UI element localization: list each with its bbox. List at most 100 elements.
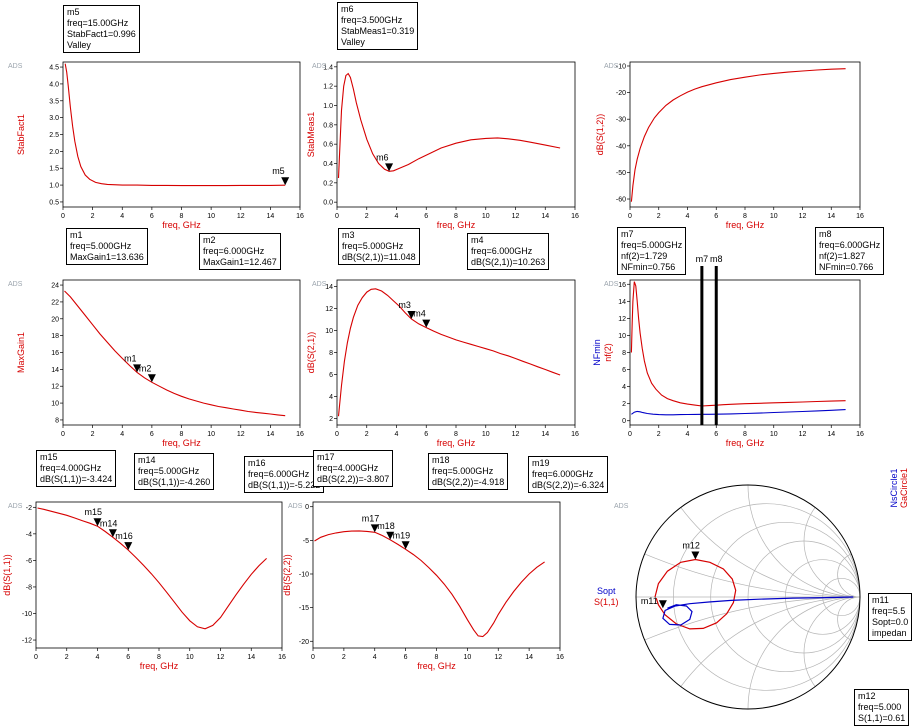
y-axis-title: StabFact1 xyxy=(16,114,26,155)
x-tick-label: 2 xyxy=(91,431,95,438)
marker-m6[interactable] xyxy=(385,163,394,172)
marker-readout-line: m7 xyxy=(621,229,634,239)
marker-m17[interactable] xyxy=(370,524,379,533)
x-tick-label: 0 xyxy=(61,213,65,220)
marker-readout-m6[interactable]: m6 freq=3.500GHz StabMeas1=0.319 Valley xyxy=(337,2,419,50)
y-axis-title: dB(S(1,2)) xyxy=(595,114,605,156)
marker-readout-line: m3 xyxy=(342,230,355,240)
x-tick-label: 8 xyxy=(180,431,184,438)
x-tick-label: 6 xyxy=(714,431,718,438)
ads-logo: ADS xyxy=(8,503,23,510)
marker-m18[interactable] xyxy=(386,531,395,540)
y-tick-label: 2.0 xyxy=(49,149,59,156)
y-tick-label: 1.2 xyxy=(323,84,333,91)
y-tick-label: 0.6 xyxy=(323,142,333,149)
y-tick-label: 18 xyxy=(51,333,59,340)
marker-readout-m4[interactable]: m4 freq=6.000GHz dB(S(2,1))=10.263 xyxy=(467,233,550,270)
marker-label-m4: m4 xyxy=(413,309,426,319)
y-axis-title: nf(2) xyxy=(603,343,613,362)
marker-readout-m14[interactable]: m14 freq=5.000GHz dB(S(1,1))=-4.260 xyxy=(134,453,215,490)
marker-m1[interactable] xyxy=(133,364,142,373)
chart-stabfact1: 0 2 4 6 8 10 12 14 16 0.5 1.0 1.5 2.0 2.5 3.0 3.5 4.0 4.5… xyxy=(8,61,304,230)
y-tick-label: 10 xyxy=(325,328,333,335)
marker-readout-m16[interactable]: m16 freq=6.000GHz dB(S(1,1))=-5.222 xyxy=(244,456,325,493)
marker-readout-line: nf(2)=1.729 xyxy=(621,251,668,261)
marker-m3[interactable] xyxy=(407,311,416,320)
x-tick-label: 4 xyxy=(373,654,377,661)
x-tick-label: 4 xyxy=(96,654,100,661)
marker-readout-m11[interactable]: m11 freq=5.5 Sopt=0.0 impedan xyxy=(868,593,912,641)
marker-readout-line: freq=6.000GHz xyxy=(819,240,881,250)
x-tick-label: 12 xyxy=(494,654,502,661)
marker-readout-m15[interactable]: m15 freq=4.000GHz dB(S(1,1))=-3.424 xyxy=(36,450,117,487)
y-tick-label: 0.8 xyxy=(323,122,333,129)
marker-readout-m3[interactable]: m3 freq=5.000GHz dB(S(2,1))=11.048 xyxy=(338,228,420,265)
y-tick-label: -20 xyxy=(299,639,309,646)
y-tick-label: 1.0 xyxy=(323,103,333,110)
marker-m15[interactable] xyxy=(93,518,102,527)
y-axis-title: dB(S(2,2)) xyxy=(282,554,292,596)
marker-m4[interactable] xyxy=(422,319,431,328)
trace-StabMeas1 xyxy=(337,72,561,179)
y-axis-title: StabMeas1 xyxy=(306,112,316,158)
y-tick-label: -12 xyxy=(22,638,32,645)
y-tick-label: 16 xyxy=(51,350,59,357)
marker-readout-m2[interactable]: m2 freq=6.000GHz MaxGain1=12.467 xyxy=(199,233,281,270)
x-tick-label: 8 xyxy=(157,654,161,661)
chart-s12: 0 2 4 6 8 10 12 14 16 -60 -50 -40 -30 -20 -10 dB(S(1,2)… xyxy=(595,61,864,230)
marker-readout-m7[interactable]: m7 freq=5.000GHz nf(2)=1.729 NFmin=0.756 xyxy=(617,227,687,275)
marker-readout-line: freq=15.00GHz xyxy=(67,18,129,28)
marker-readout-m1[interactable]: m1 freq=5.000GHz MaxGain1=13.636 xyxy=(66,228,148,265)
y-axis-title: dB(S(2,1)) xyxy=(306,332,316,374)
x-tick-label: 0 xyxy=(628,213,632,220)
marker-readout-m19[interactable]: m19 freq=6.000GHz dB(S(2,2))=-6.324 xyxy=(528,456,609,493)
marker-readout-m18[interactable]: m18 freq=5.000GHz dB(S(2,2))=-4.918 xyxy=(428,453,509,490)
marker-readout-m12[interactable]: m12 freq=5.000 S(1,1)=0.61 xyxy=(854,689,910,726)
marker-readout-m17[interactable]: m17 freq=4.000GHz dB(S(2,2))=-3.807 xyxy=(313,450,394,487)
x-axis-title: freq, GHz xyxy=(162,438,201,448)
marker-m14[interactable] xyxy=(108,529,117,538)
x-tick-label: 2 xyxy=(342,654,346,661)
y-tick-label: 3.5 xyxy=(49,98,59,105)
marker-m2[interactable] xyxy=(147,374,156,383)
marker-m19[interactable] xyxy=(401,541,410,550)
marker-m11[interactable] xyxy=(658,600,667,609)
y-tick-label: 0.2 xyxy=(323,180,333,187)
x-axis-title: freq, GHz xyxy=(162,220,201,230)
resistance-circle xyxy=(672,503,860,691)
x-tick-label: 0 xyxy=(311,654,315,661)
x-tick-label: 8 xyxy=(454,213,458,220)
chart-stabmeas1: 0 2 4 6 8 10 12 14 16 0.0 0.2 0.4 0.6 0.8 1.0 1.2 1.4 m6 S… xyxy=(306,61,579,230)
marker-label-m14: m14 xyxy=(100,518,118,528)
marker-readout-m5[interactable]: m5 freq=15.00GHz StabFact1=0.996 Valley xyxy=(63,5,140,53)
trace-dB(S(1,1)) xyxy=(37,507,267,630)
marker-readout-line: m15 xyxy=(40,452,58,462)
marker-readout-line: dB(S(2,1))=10.263 xyxy=(471,257,546,267)
x-axis-title: freq, GHz xyxy=(726,438,765,448)
marker-m5[interactable] xyxy=(281,177,290,186)
marker-readout-line: m14 xyxy=(138,455,156,465)
y-tick-label: 1.4 xyxy=(323,64,333,71)
marker-label-m16: m16 xyxy=(115,531,133,541)
x-tick-label: 6 xyxy=(714,213,718,220)
x-tick-label: 16 xyxy=(296,213,304,220)
plot-frame xyxy=(336,279,576,426)
marker-label-m12: m12 xyxy=(682,540,700,550)
x-tick-label: 10 xyxy=(482,213,490,220)
marker-readout-m8[interactable]: m8 freq=6.000GHz nf(2)=1.827 NFmin=0.766 xyxy=(815,227,885,275)
marker-readout-line: freq=5.000GHz xyxy=(138,466,200,476)
x-tick-label: 16 xyxy=(571,431,579,438)
ads-logo: ADS xyxy=(312,281,327,288)
x-tick-label: 2 xyxy=(365,431,369,438)
x-tick-label: 14 xyxy=(827,431,835,438)
y-tick-label: -30 xyxy=(616,117,626,124)
y-tick-label: 14 xyxy=(51,367,59,374)
x-axis-title: freq, GHz xyxy=(726,220,765,230)
marker-label-m7: m7 xyxy=(696,254,709,264)
x-tick-label: 16 xyxy=(571,213,579,220)
x-tick-label: 6 xyxy=(150,431,154,438)
marker-m16[interactable] xyxy=(124,542,133,551)
marker-m12[interactable] xyxy=(691,551,700,560)
